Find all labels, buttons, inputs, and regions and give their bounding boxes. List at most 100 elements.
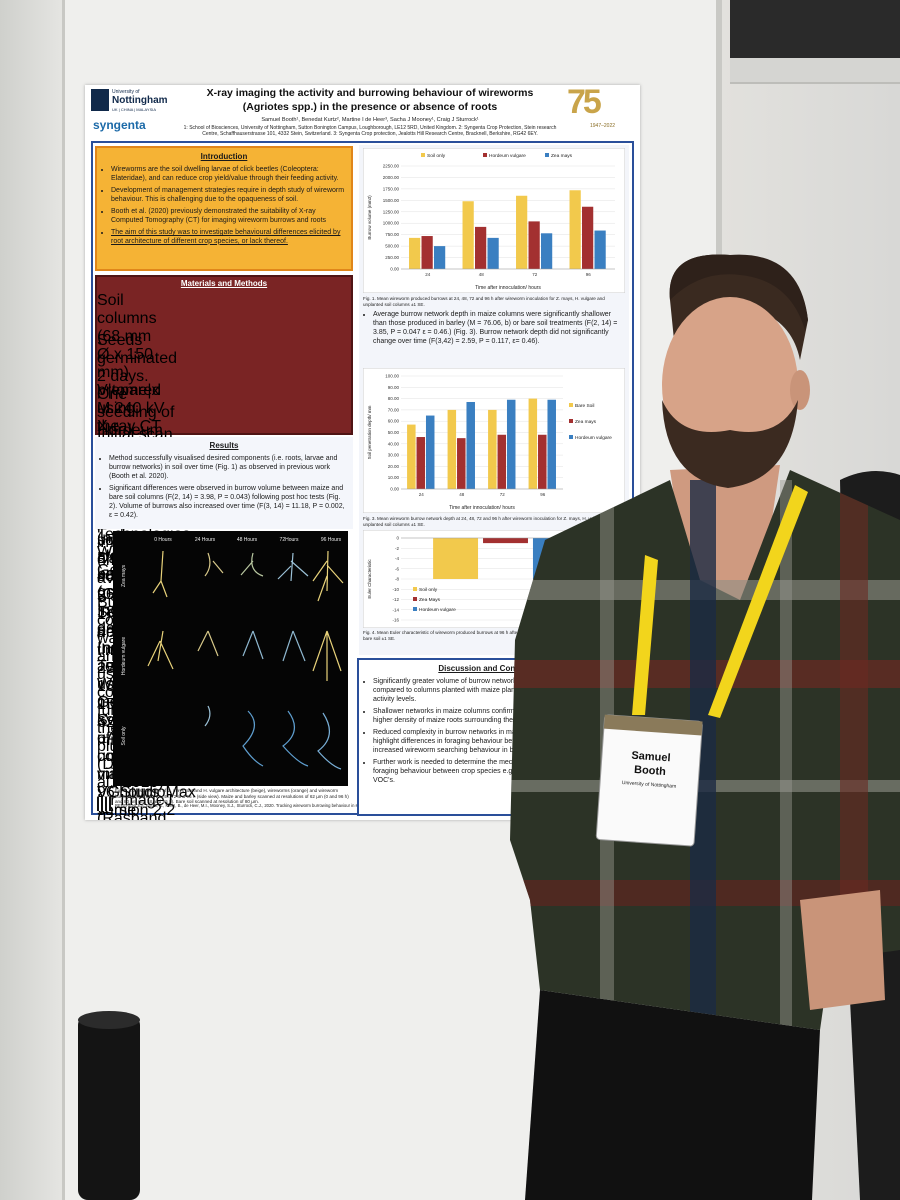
y-tick-label: 100.00 bbox=[385, 374, 399, 379]
poster: University of Nottingham UK | CHINA | MA… bbox=[85, 85, 640, 820]
y-tick-label: 0.00 bbox=[390, 267, 399, 272]
image-caption: Fig. 2. 3D visualisation of Z. mays root… bbox=[115, 788, 349, 804]
y-tick-label: 0.00 bbox=[390, 487, 399, 492]
campuses: UK | CHINA | MALAYSIA bbox=[112, 107, 157, 112]
bullet-line: increased wireworm searching behaviour i… bbox=[373, 746, 526, 754]
bar bbox=[433, 538, 479, 579]
bar bbox=[582, 206, 594, 269]
bar bbox=[594, 230, 606, 269]
legend-label: Soil only bbox=[427, 153, 446, 159]
legend-swatch bbox=[545, 153, 549, 157]
y-tick-label: 1500.00 bbox=[383, 198, 400, 203]
depth-text: Average burrow network depth in maize co… bbox=[363, 311, 625, 350]
y-axis-label: Soil penetration depth/ mm bbox=[367, 405, 372, 459]
bar bbox=[528, 221, 540, 269]
frame-rail bbox=[730, 58, 900, 84]
bar bbox=[532, 538, 578, 579]
bullet: Significantly greater volume of burrow n… bbox=[373, 678, 623, 705]
legend-label: Hordeum vulgare bbox=[489, 153, 526, 159]
bar bbox=[462, 201, 474, 269]
x-tick-label: 72 bbox=[500, 492, 506, 497]
y-tick-label: 2000.00 bbox=[383, 175, 400, 180]
qr-code bbox=[97, 797, 111, 811]
y-tick-label: 80.00 bbox=[388, 396, 400, 401]
section-heading: Materials and Methods bbox=[180, 279, 268, 288]
x-tick-label: 72 bbox=[532, 272, 538, 277]
legend-swatch bbox=[413, 587, 417, 591]
aim: The aim of this study was to investigate… bbox=[111, 229, 347, 247]
x-tick-label: 96 bbox=[586, 272, 592, 277]
university: University of bbox=[112, 89, 140, 95]
bar bbox=[421, 236, 433, 269]
time-label: 48 Hours bbox=[237, 537, 258, 543]
x-axis-label: Time after innoculation/ hours bbox=[449, 505, 515, 511]
bar bbox=[497, 434, 507, 489]
sponsor: syngenta bbox=[93, 118, 146, 132]
row-label: Zea mays bbox=[121, 565, 127, 587]
y-tick-label: -12 bbox=[392, 597, 399, 602]
figure: 0 -2 -4 -6 -8 -10 -12 -14 -16 Euler Characteristi… bbox=[363, 530, 625, 628]
y-tick-label: 1250.00 bbox=[383, 209, 400, 214]
y-tick-label: -8 bbox=[395, 577, 399, 582]
bar bbox=[547, 399, 556, 489]
y-tick-label: 10.00 bbox=[388, 475, 400, 480]
bar bbox=[425, 415, 435, 489]
x-tick-label: 48 bbox=[479, 272, 485, 277]
figure-caption: Fig. 4. Mean Euler characteristic of wir… bbox=[363, 630, 620, 641]
y-axis-label: Euler Characteristic bbox=[367, 559, 372, 599]
y-tick-label: 750.00 bbox=[385, 232, 399, 237]
panel-background bbox=[113, 531, 348, 786]
x-tick-label: 24 bbox=[419, 492, 425, 497]
bullet-line: activity levels. bbox=[373, 696, 417, 704]
methods: Materials and Methods Soil columns (68 m… bbox=[95, 275, 353, 820]
introduction: Introduction Wireworms are the soil dwel… bbox=[95, 146, 353, 271]
bar bbox=[506, 399, 516, 489]
legend-swatch bbox=[413, 597, 417, 601]
y-tick-label: 1000.00 bbox=[383, 221, 400, 226]
bar bbox=[409, 237, 421, 269]
crest bbox=[91, 89, 109, 111]
bullet-line: Significantly greater volume of burrow n… bbox=[373, 678, 528, 686]
bullet-line: compared to columns planted with maize p… bbox=[373, 687, 526, 695]
y-tick-label: -14 bbox=[392, 607, 399, 612]
university-name: Nottingham bbox=[112, 95, 168, 106]
legend-label: Zea mays bbox=[575, 419, 597, 425]
bar bbox=[416, 437, 426, 489]
row-label: Soil only bbox=[121, 726, 127, 745]
bullet-line: highlight differences in foraging behavi… bbox=[373, 737, 524, 745]
y-tick-label: 60.00 bbox=[388, 419, 400, 424]
x-axis-label: Time after innoculation/ hours bbox=[475, 285, 541, 291]
section-heading: Discussion and Conclusions bbox=[438, 664, 548, 673]
legend-swatch bbox=[569, 435, 573, 439]
figure: 0.00 10.00 20.00 30.00 40.00 50.00 60.00 70.00 8… bbox=[363, 368, 625, 513]
section-heading: Results bbox=[209, 441, 239, 450]
anniversary-years: 1947–2022 bbox=[590, 123, 616, 129]
legend-label: Hordeum vulgare bbox=[419, 607, 456, 613]
y-tick-label: 70.00 bbox=[388, 407, 400, 412]
legend-label: Soil only bbox=[419, 587, 438, 593]
bullet-line: Shallower networks in maize columns conf… bbox=[373, 708, 521, 716]
legend-swatch bbox=[483, 153, 487, 157]
bullet-line: Further work is needed to determine the … bbox=[373, 758, 524, 766]
bullet: Booth et al. (2020) previously demonstra… bbox=[111, 208, 347, 226]
bullet: Development of management strategies req… bbox=[111, 187, 347, 205]
bullet: Shallower networks in maize columns conf… bbox=[373, 708, 623, 726]
legend-swatch bbox=[421, 153, 425, 157]
bullet: Significant differences were observed in… bbox=[109, 485, 349, 521]
bar bbox=[488, 409, 497, 489]
results: Results Method successfully visualised d… bbox=[95, 437, 353, 529]
time-label: 24 Hours bbox=[195, 537, 216, 543]
figure-caption: Fig. 1. Mean wireworm produced burrows a… bbox=[363, 296, 605, 307]
figure: 0.00 250.00 500.00 750.00 1000.00 1250.00 1500… bbox=[363, 148, 625, 293]
y-tick-label: -6 bbox=[395, 566, 399, 571]
bar bbox=[475, 226, 487, 269]
legend-swatch bbox=[413, 607, 417, 611]
y-tick-label: 20.00 bbox=[388, 464, 400, 469]
bar bbox=[516, 195, 528, 269]
bar bbox=[569, 190, 581, 269]
references: REFERENCES: Booth, S., Kurtz, B., de Hee… bbox=[115, 803, 516, 808]
time-label: 96 Hours bbox=[321, 537, 342, 543]
bar bbox=[483, 538, 528, 544]
bullet-line: VOC's. bbox=[373, 776, 395, 784]
